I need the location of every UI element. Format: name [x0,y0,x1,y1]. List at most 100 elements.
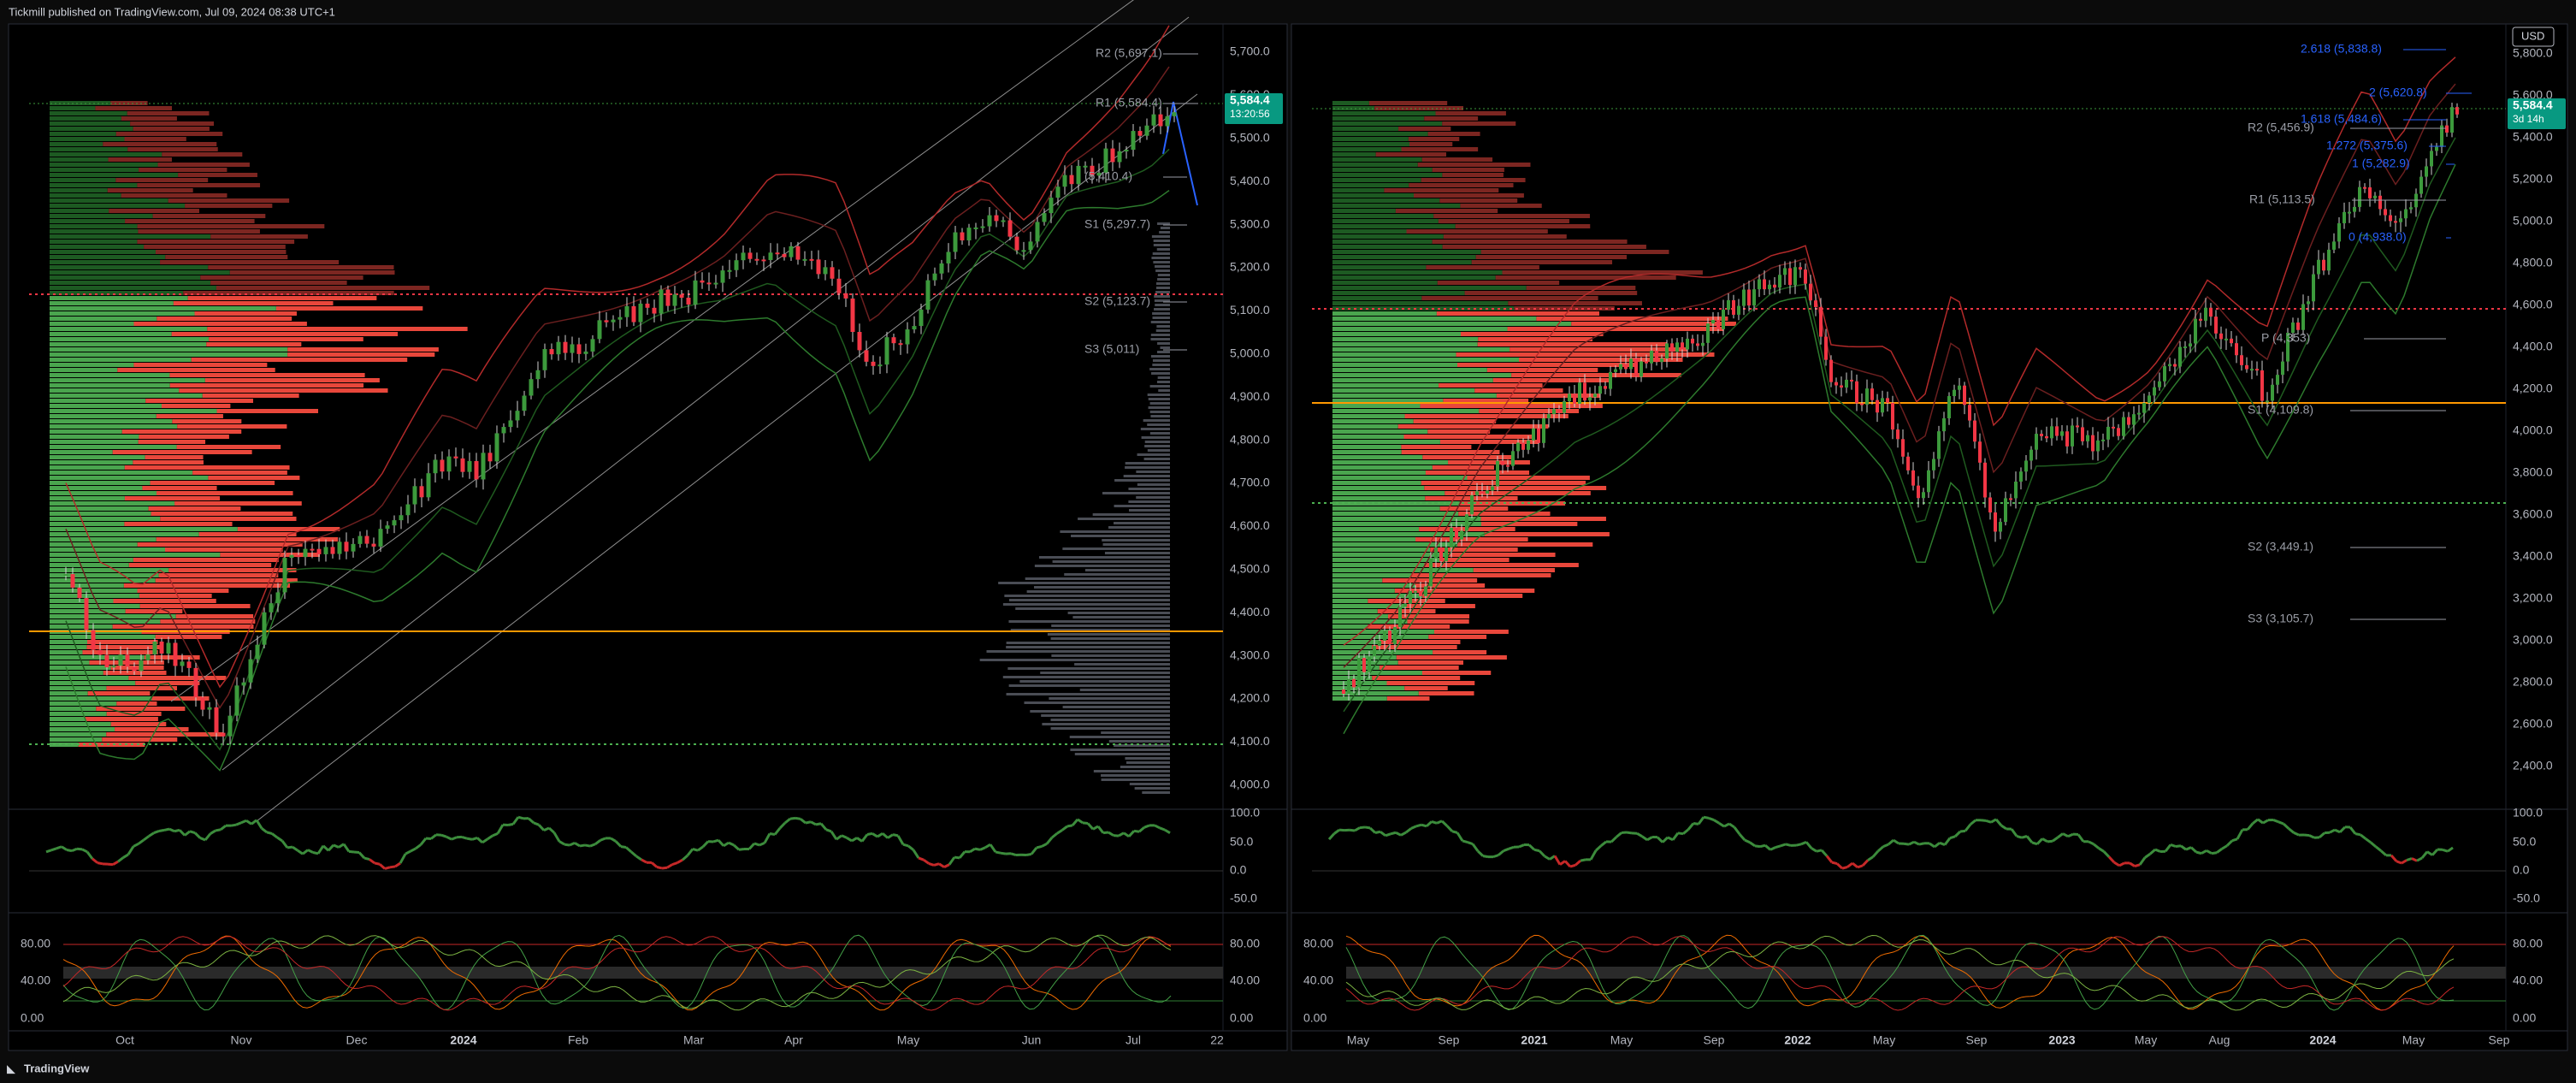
volume-profile-sell [169,373,365,377]
candle-body [1096,172,1102,176]
candle-body [125,654,130,667]
rsi-line [2077,833,2085,843]
volume-profile-buy [1332,234,1444,239]
volume-profile-session [1137,453,1170,456]
candle-body [1083,165,1088,168]
candle-body [1506,465,1510,467]
price-axis-label: 5,600.0 [2513,88,2553,102]
candle-body [1110,148,1115,163]
rsi-line [2225,839,2234,847]
volume-profile-sell [1458,512,1551,516]
rsi-line [2062,832,2069,838]
volume-profile-buy [50,568,169,572]
volume-profile-session [1074,663,1170,666]
volume-profile-buy [50,306,276,311]
candle-body [960,232,965,241]
candle-body [535,370,541,380]
level-label: R2 (5,456.9) [2248,121,2314,134]
volume-profile-buy [50,265,209,269]
volume-profile-buy [1332,173,1443,177]
rsi-line [1333,828,1340,835]
volume-profile-buy [50,363,134,367]
time-axis-label: Sep [1704,1033,1725,1047]
volume-profile-buy [1332,188,1385,192]
regression-channel [170,0,1134,702]
candle-body [221,732,226,737]
volume-profile-sell [86,640,158,644]
rsi-line [600,837,606,842]
candle-body [2266,400,2269,403]
volume-profile-sell [177,424,287,429]
candle-body [898,343,903,346]
volume-profile-sell [96,707,186,711]
volume-profile-sell [168,198,290,203]
volume-profile-sell [108,157,172,162]
volume-profile-sell [287,347,439,352]
volume-profile-buy [50,409,217,413]
rsi-line [1538,849,1546,857]
rsi-line [276,836,283,843]
rsi-line [995,850,1001,855]
volume-profile-sell [191,358,408,362]
rsi-line [836,834,842,841]
rsi-line [410,847,417,853]
rsi-line [537,824,546,831]
volume-profile-sell [112,450,252,454]
volume-profile-buy [50,445,177,449]
candle-body [2353,206,2356,212]
volume-profile-buy [50,414,157,418]
rsi-axis-label: -50.0 [2513,891,2540,905]
volume-profile-sell [1475,255,1628,259]
candle-body [665,289,671,306]
candle-body [2178,346,2182,367]
candle-body [2019,471,2023,482]
rsi-line [1610,836,1618,843]
rsi-line [461,835,468,840]
rsi-line [2278,820,2284,826]
candle-body [611,319,616,323]
candle-body [563,341,568,353]
volume-profile-sell [1404,604,1475,608]
volume-profile-buy [50,132,116,136]
candle-body [1824,336,1828,360]
rsi-line [2370,841,2377,848]
volume-profile-session [1015,607,1170,610]
rsi-line [1041,843,1048,848]
volume-profile-sell [137,240,295,244]
rsi-line [1415,823,1422,828]
volume-profile-sell [125,219,255,223]
rsi-line [210,829,216,835]
rsi-line [1759,843,1766,849]
volume-profile-buy [50,476,209,480]
candle-body [446,456,452,472]
volume-profile-buy [1332,121,1443,126]
candle-body [946,252,951,263]
band-line [65,25,1170,689]
candle-body [2122,417,2125,436]
rsi-line [1082,821,1089,825]
volume-profile-session [1143,419,1170,422]
volume-profile-sell [1473,568,1555,572]
rsi-line [2129,861,2136,867]
candle-body [2183,346,2187,349]
volume-profile-buy [50,317,157,321]
rsi-line [2406,857,2413,861]
rsi-line [1503,847,1510,853]
rsi-line [701,840,710,848]
candle-body [1845,379,1848,388]
volume-profile-session [1149,385,1170,388]
volume-profile-sell [1409,183,1514,187]
rsi-line [846,837,853,843]
rsi-line [2035,837,2044,845]
volume-profile-sell [1368,101,1448,105]
candle-body [1860,403,1864,405]
candle-body [2009,498,2012,500]
volume-profile-sell [139,594,212,598]
rsi-line [1374,830,1381,834]
volume-profile-sell [158,573,279,577]
volume-profile-buy [1332,424,1398,429]
volume-profile-buy [1332,224,1456,228]
volume-profile-sell [1420,404,1603,408]
rsi-line [1436,820,1443,825]
candle-body [2040,434,2043,436]
